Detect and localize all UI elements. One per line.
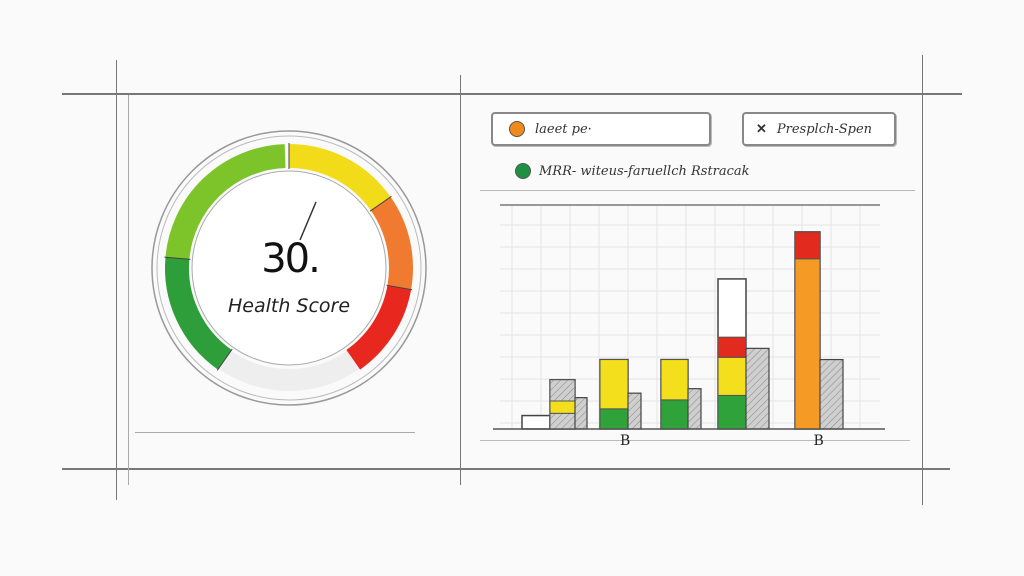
gauge-value: 30. — [261, 236, 321, 282]
comparison-bar-2 — [627, 392, 642, 430]
prospect-filter-label: Presplch-Spen — [776, 121, 873, 137]
bar-outline-0 — [521, 414, 551, 430]
right-panel-bottom-line — [480, 440, 910, 441]
gauge-outer-ring — [151, 130, 427, 406]
x-tick-label: B — [620, 433, 631, 449]
gauge-segment-divider — [386, 284, 413, 291]
frame-top-line — [62, 93, 962, 95]
frame-left-inner-line — [128, 95, 129, 485]
green-dot-icon — [515, 163, 531, 179]
gauge-label: Health Score — [227, 295, 351, 317]
chart-legend: MRR- witeus-faruellch Rstracak — [515, 163, 750, 179]
close-x-icon[interactable]: ✕ — [756, 121, 767, 137]
legend-label: MRR- witeus-faruellch Rstracak — [539, 163, 750, 179]
frame-bottom-line — [62, 468, 950, 470]
gauge-segment-divider — [369, 195, 392, 212]
prospect-filter-chip[interactable]: ✕ Presplch-Spen — [742, 112, 896, 146]
filter-field[interactable]: laeet pe· — [491, 112, 711, 146]
bar-segment-green — [599, 408, 629, 430]
left-panel-bottom-line — [135, 432, 415, 433]
comparison-bar-3 — [687, 388, 702, 430]
gauge-segment-divider — [216, 348, 233, 371]
bar-segment-yellow — [717, 356, 747, 396]
frame-divider-line — [460, 75, 461, 485]
comparison-bar-1 — [574, 397, 588, 430]
bar-segment-yellow — [549, 400, 576, 414]
bar-segment-yellow — [599, 359, 629, 410]
bar-segment-orange — [794, 258, 821, 430]
comparison-bar-4 — [745, 347, 770, 430]
frame-right-line — [922, 55, 923, 505]
bar-segment-green — [717, 394, 747, 430]
bar-segment-gray — [549, 379, 576, 402]
gauge-segment-divider — [164, 256, 191, 260]
chart-bars — [521, 231, 844, 430]
gauge-empty-segment — [218, 350, 360, 391]
bar-segment-yellow — [660, 359, 689, 401]
gauge-outer-ring-2 — [156, 135, 422, 401]
gauge-segment-2 — [288, 144, 391, 211]
header-divider-line — [480, 190, 915, 191]
gauge-segment-0 — [165, 257, 232, 370]
filter-field-label: laeet pe· — [535, 121, 592, 137]
gauge-segment-3 — [370, 196, 413, 290]
orange-dot-icon — [509, 121, 525, 137]
bar-segment-red — [717, 336, 747, 358]
bar-segment-green — [660, 399, 689, 430]
gauge-segments — [164, 143, 413, 391]
bar-segment-gray — [549, 412, 576, 430]
gauge-segment-4 — [346, 284, 412, 370]
gauge-inner-circle — [191, 170, 387, 366]
gauge-segment-1 — [165, 144, 286, 260]
bar-segment-red — [794, 231, 821, 260]
comparison-bar-5 — [819, 358, 844, 430]
frame-left-line — [116, 60, 117, 500]
gauge-needle — [299, 201, 317, 241]
x-tick-label: B — [813, 433, 824, 449]
